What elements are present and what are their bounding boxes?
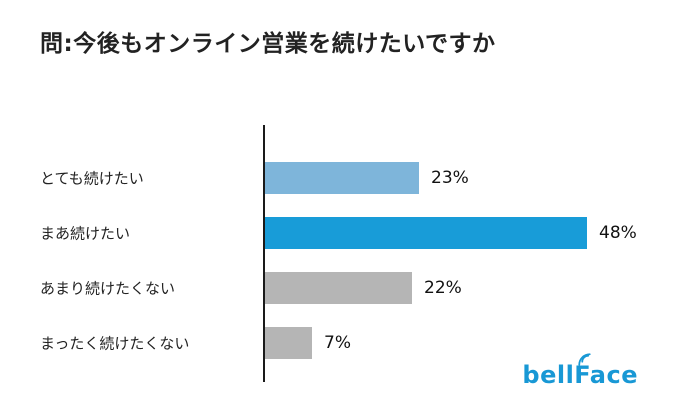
bellface-logo: bellFace [522,353,638,389]
bar-row: まったく続けたくない 7% [0,327,676,359]
value-label: 22% [424,278,462,298]
value-label: 48% [599,223,637,243]
category-label: まったく続けたくない [40,334,190,353]
bar [265,327,312,359]
bar [265,272,412,304]
logo-wave-icon [578,353,592,366]
bar-row: とても続けたい 23% [0,162,676,194]
category-label: とても続けたい [40,169,144,188]
bar [265,217,587,249]
bar-row: あまり続けたくない 22% [0,272,676,304]
value-label: 23% [431,168,469,188]
category-label: まあ続けたい [40,224,131,243]
chart-title: 問:今後もオンライン営業を続けたいですか [40,31,496,57]
y-axis-line [263,125,265,382]
bar [265,162,419,194]
category-label: あまり続けたくない [40,279,176,298]
value-label: 7% [324,333,351,353]
bar-row: まあ続けたい 48% [0,217,676,249]
logo-text: bellFace [522,361,638,389]
